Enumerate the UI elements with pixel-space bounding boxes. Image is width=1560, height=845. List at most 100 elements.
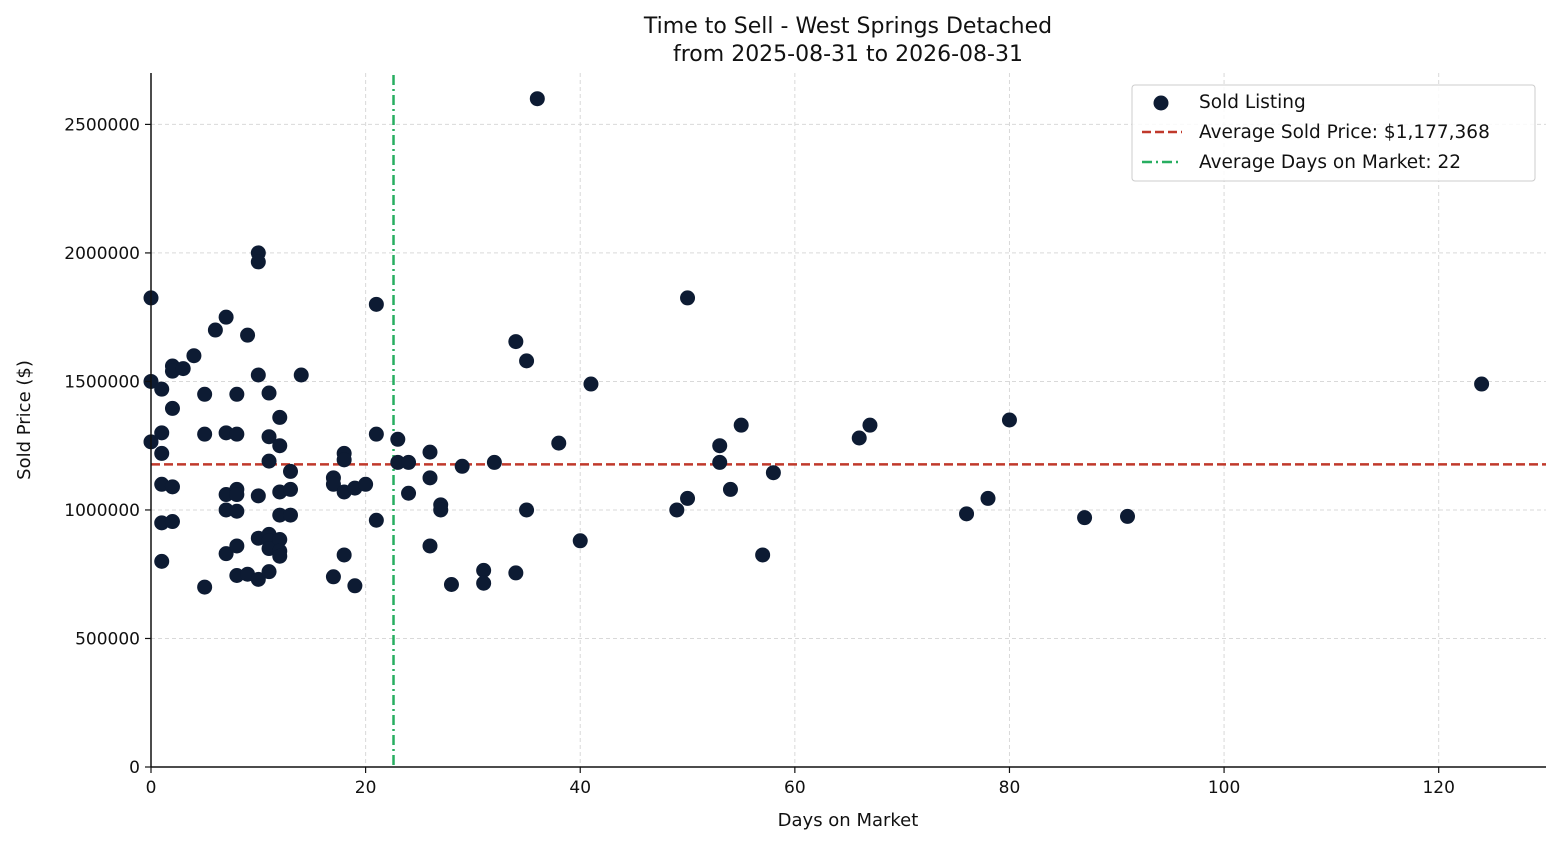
reference-lines [151, 75, 1546, 767]
data-point [851, 430, 867, 446]
data-point [154, 425, 170, 441]
data-point [722, 481, 738, 497]
data-point [368, 426, 384, 442]
data-point [175, 361, 191, 377]
data-point [486, 454, 502, 470]
data-point [218, 309, 234, 325]
data-point [390, 454, 406, 470]
data-point [680, 290, 696, 306]
data-point [154, 553, 170, 569]
data-point [401, 485, 417, 501]
data-point [283, 463, 298, 479]
data-point [272, 507, 288, 523]
data-point [197, 426, 213, 442]
data-point [347, 578, 363, 594]
data-point [519, 353, 535, 369]
data-point [207, 322, 223, 338]
y-tick-label: 1500000 [64, 372, 140, 392]
data-point [959, 506, 975, 522]
legend: Sold Listing Average Sold Price: $1,177,… [1131, 84, 1536, 182]
data-point [390, 431, 406, 447]
data-point [454, 458, 470, 474]
data-point [755, 547, 771, 563]
data-point [272, 532, 288, 548]
chart-subtitle: from 2025-08-31 to 2026-08-31 [673, 42, 1023, 67]
data-point [551, 435, 567, 451]
legend-label-avg-days: Average Days on Market: 22 [1199, 152, 1461, 173]
legend-label-avg-price: Average Sold Price: $1,177,368 [1199, 122, 1490, 143]
ticks: 0 20 40 60 80 100 120 0 500000 1000000 1500000 2000… [64, 115, 1455, 798]
data-point [229, 386, 245, 402]
data-point [980, 490, 996, 506]
x-tick-label: 40 [569, 778, 591, 798]
chart-title: Time to Sell - West Springs Detached [643, 14, 1052, 39]
data-point [229, 503, 245, 519]
y-tick-label: 2500000 [64, 115, 140, 135]
y-tick-label: 2000000 [64, 244, 140, 264]
data-point [358, 476, 374, 492]
data-point [250, 571, 266, 587]
data-point [229, 487, 245, 503]
x-tick-label: 20 [355, 778, 377, 798]
data-point [250, 488, 266, 504]
legend-box [1131, 84, 1536, 182]
data-point [261, 385, 277, 401]
data-point [325, 476, 341, 492]
data-point [583, 376, 599, 392]
x-tick-label: 100 [1208, 778, 1240, 798]
data-points [143, 91, 1490, 595]
x-tick-label: 60 [784, 778, 806, 798]
data-point [186, 348, 202, 364]
axes [150, 73, 1546, 768]
data-point [272, 409, 288, 425]
data-point [1474, 376, 1490, 392]
data-point [164, 400, 180, 416]
data-point [164, 514, 180, 530]
data-point [669, 502, 685, 518]
data-point [712, 438, 728, 454]
data-point [261, 564, 277, 580]
data-point [1120, 508, 1135, 524]
data-point [336, 452, 352, 468]
x-tick-label: 120 [1422, 778, 1454, 798]
grid [151, 73, 1546, 767]
data-point [401, 454, 417, 470]
data-point [283, 507, 298, 523]
data-point [272, 548, 288, 564]
data-point [422, 470, 438, 486]
data-point [293, 367, 309, 383]
data-point [519, 502, 535, 518]
data-point [422, 444, 438, 460]
data-point [240, 327, 256, 343]
legend-label-sold-listing: Sold Listing [1199, 92, 1306, 113]
data-point [368, 512, 384, 528]
data-point [443, 577, 459, 593]
x-tick-label: 80 [999, 778, 1021, 798]
data-point [197, 386, 213, 402]
x-tick-label: 0 [146, 778, 157, 798]
data-point [433, 502, 449, 518]
data-point [1001, 412, 1017, 428]
legend-marker-sold-listing [1153, 95, 1169, 111]
y-tick-label: 1000000 [64, 501, 140, 521]
data-point [250, 367, 266, 383]
data-point [154, 381, 170, 397]
data-point [862, 417, 878, 433]
data-point [508, 565, 524, 581]
data-point [572, 533, 588, 549]
data-point [1077, 510, 1093, 526]
data-point [733, 417, 749, 433]
data-point [154, 445, 170, 461]
y-tick-label: 0 [129, 758, 140, 778]
data-point [197, 579, 213, 595]
data-point [368, 296, 384, 312]
data-point [229, 426, 245, 442]
data-point [325, 569, 341, 585]
data-point [218, 546, 234, 562]
data-point [712, 454, 728, 470]
data-point [272, 438, 288, 454]
y-tick-label: 500000 [75, 629, 140, 649]
data-point [508, 334, 524, 350]
data-point [336, 547, 352, 563]
